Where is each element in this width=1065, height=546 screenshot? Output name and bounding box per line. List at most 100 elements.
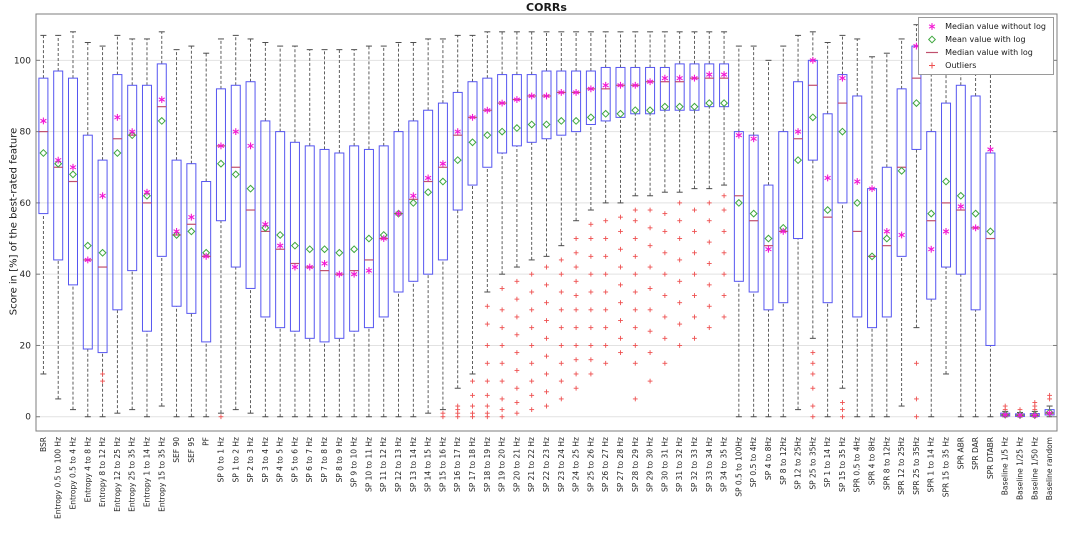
box-group [822, 42, 833, 418]
y-tick-label: 20 [20, 341, 32, 351]
x-tick-label: BSR [39, 437, 48, 452]
box-group [600, 31, 611, 366]
box-group [186, 45, 197, 418]
box-group [1000, 403, 1011, 419]
box-group [526, 31, 537, 413]
box-group [230, 34, 241, 411]
x-tick-label: SPR 25 to 35Hz [912, 437, 921, 495]
box-group [97, 45, 108, 418]
x-tick-label: SP 8 to 9 Hz [335, 437, 344, 483]
x-tick-label: Entropy 0.5 to 100 Hz [54, 437, 63, 519]
outliers [840, 400, 845, 420]
legend-item-label: Median value without log [945, 22, 1046, 31]
legend-item-label: Median value with log [945, 48, 1033, 57]
box-group [452, 34, 463, 420]
legend: Median value without log Mean value with… [918, 17, 1054, 75]
box-group [674, 31, 685, 348]
box-group [778, 45, 789, 418]
box-group [645, 31, 656, 384]
box-group [881, 52, 892, 418]
x-tick-label: SP 15 to 35 Hz [838, 437, 847, 492]
box-group [630, 31, 641, 402]
x-tick-label: SEF 90 [172, 437, 181, 463]
outliers [514, 278, 520, 416]
box-group [704, 31, 715, 331]
green-diamond-icon [928, 35, 937, 44]
box-group [541, 31, 552, 409]
x-tick-label: SP 33 to 34 Hz [705, 437, 714, 492]
box-group [1015, 407, 1026, 419]
box-group [511, 31, 522, 416]
box-group [955, 38, 966, 418]
outliers [677, 200, 683, 348]
box-group [408, 42, 419, 418]
x-tick-label: SP 0 to 1 Hz [216, 437, 225, 483]
outliers [100, 371, 105, 384]
box-group [763, 59, 774, 418]
y-tick-label: 60 [20, 199, 32, 209]
x-tick-label: SP 20 to 21 Hz [512, 437, 521, 492]
x-tick-label: SP 4 to 5 Hz [276, 437, 285, 483]
box-group [245, 38, 256, 414]
outliers [544, 264, 549, 409]
x-tick-label: SP 14 to 15 Hz [424, 437, 433, 492]
box-group [423, 38, 434, 414]
x-tick-label: SP 30 to 31 Hz [660, 437, 669, 492]
x-tick-label: Entropy 25 to 35 Hz [128, 437, 137, 512]
box-group [1029, 400, 1040, 419]
x-tick-label: SP 12 to 25Hz [794, 437, 803, 490]
x-tick-label: Baseline 1/25 Hz [1016, 437, 1025, 500]
x-tick-label: Entropy 15 to 35 Hz [157, 437, 166, 512]
box-group [571, 31, 582, 391]
box-group [733, 45, 744, 418]
x-tick-label: SP 21 to 22 Hz [527, 437, 536, 492]
box-group [38, 34, 49, 375]
box-group [659, 31, 670, 366]
box-group [807, 31, 818, 420]
x-tick-label: SP 4 to 8Hz [764, 437, 773, 480]
box-group [141, 38, 152, 418]
box-group [215, 38, 226, 420]
outliers [647, 207, 653, 384]
box-group [615, 31, 626, 355]
box-group [289, 45, 300, 418]
x-tick-label: SP 34 to 35 Hz [720, 437, 729, 492]
x-tick-label: SP 25 to 26 Hz [586, 437, 595, 492]
x-tick-label: Entropy 4 to 8 Hz [83, 437, 92, 502]
box-group [275, 45, 286, 418]
x-tick-label: SPR 4 to 8Hz [868, 437, 877, 485]
outliers [470, 378, 475, 420]
y-tick-label: 0 [25, 413, 31, 423]
x-tick-label: SP 23 to 24 Hz [557, 437, 566, 492]
box-group [260, 42, 271, 418]
x-tick-label: SEF 95 [187, 437, 196, 463]
box-group [482, 31, 493, 420]
legend-item-median-without-log: Median value without log [923, 20, 1046, 33]
outliers [692, 207, 697, 341]
x-tick-label: Baseline 1/50 Hz [1030, 437, 1039, 500]
x-tick-label: SP 11 to 12 Hz [379, 437, 388, 492]
x-tick-label: Entropy 8 to 12 Hz [98, 437, 107, 507]
x-tick-label: SP 24 to 25 Hz [572, 437, 581, 492]
box-group [349, 49, 360, 418]
legend-item-outliers: Outliers [923, 59, 1046, 72]
box-group [837, 34, 848, 420]
outliers [662, 211, 668, 366]
box-group [67, 31, 78, 411]
y-tick-label: 40 [20, 270, 32, 280]
x-tick-label: Entropy 0.5 to 4 Hz [68, 437, 77, 510]
x-tick-label: SP 1 to 14 Hz [823, 437, 832, 487]
x-tick-label: SP 2 to 3 Hz [246, 437, 255, 483]
outliers [484, 303, 490, 420]
box-group [793, 34, 804, 411]
y-tick-label: 100 [14, 56, 31, 66]
box-group [334, 49, 345, 418]
x-tick-label: SP 27 to 28 Hz [616, 437, 625, 492]
chart-title: CORRs [526, 1, 567, 14]
x-tick-label: SP 9 to 10 Hz [350, 437, 359, 487]
x-tick-label: SP 13 to 14 Hz [409, 437, 418, 492]
x-tick-label: SP 10 to 11 Hz [364, 437, 373, 492]
x-tick-label: SPR 0.5 to 4Hz [853, 437, 862, 493]
box-group [748, 45, 759, 418]
